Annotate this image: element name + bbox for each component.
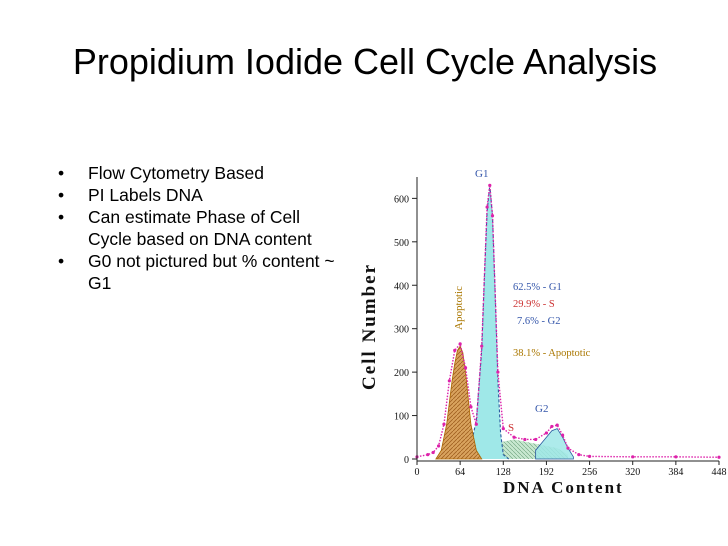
x-tick-label: 64 xyxy=(455,467,465,478)
x-tick-label: 192 xyxy=(539,467,554,478)
total-point xyxy=(496,370,500,374)
total-point xyxy=(674,455,678,459)
y-axis-label: Cell Number xyxy=(359,263,380,390)
total-point xyxy=(555,423,559,427)
slide-title: Propidium Iodide Cell Cycle Analysis xyxy=(72,41,658,82)
total-point xyxy=(458,342,462,346)
total-point xyxy=(485,205,489,209)
total-point xyxy=(577,453,581,457)
total-point xyxy=(442,422,446,426)
total-point xyxy=(631,455,635,459)
bullet-dot-icon: • xyxy=(58,185,65,205)
x-axis-label: DNA Content xyxy=(503,478,624,497)
annotation-s: 29.9% - S xyxy=(513,299,555,310)
y-tick-label: 500 xyxy=(394,238,409,249)
peak-label-apoptotic: Apoptotic xyxy=(453,286,465,330)
total-point xyxy=(480,344,484,348)
total-point xyxy=(512,435,516,439)
bullet-text: Flow Cytometry Based xyxy=(88,163,265,183)
y-tick-label: 0 xyxy=(404,455,409,466)
bullet-item: • PI Labels DNA xyxy=(58,184,348,206)
x-tick-label: 256 xyxy=(582,467,597,478)
series-area-g2 xyxy=(535,428,574,460)
histogram-svg: 0 100 200 300 400 500 600 0 64 128 192 256 320 384 448… xyxy=(359,168,727,497)
bullet-dot-icon: • xyxy=(58,207,65,227)
total-point xyxy=(474,422,478,426)
x-tick-label: 448 xyxy=(712,467,727,478)
total-point xyxy=(587,454,592,458)
total-point xyxy=(469,405,473,409)
total-point xyxy=(436,444,441,448)
peak-label-s: S xyxy=(508,422,514,434)
bullet-dot-icon: • xyxy=(58,163,65,183)
total-point xyxy=(561,433,565,437)
bullet-item: • Flow Cytometry Based xyxy=(58,162,348,184)
x-tick-label: 128 xyxy=(496,467,511,478)
total-point xyxy=(566,446,570,450)
bullet-text: G0 not pictured but % content ~ G1 xyxy=(88,251,335,293)
total-point xyxy=(431,450,435,455)
total-point xyxy=(717,455,721,459)
peak-label-g2: G2 xyxy=(535,403,548,415)
bullet-list: • Flow Cytometry Based • PI Labels DNA • Ca… xyxy=(58,162,348,294)
bullet-item: • G0 not pictured but % content ~ G1 xyxy=(58,250,348,294)
bullet-text: Can estimate Phase of Cell Cycle based o… xyxy=(88,207,312,249)
total-point xyxy=(488,183,492,187)
peak-label-g1: G1 xyxy=(475,168,488,180)
y-tick-label: 200 xyxy=(394,368,409,379)
total-point xyxy=(426,453,430,457)
annotation-g1: 62.5% - G1 xyxy=(513,282,562,293)
series-line-total xyxy=(416,185,720,458)
x-tick-label: 320 xyxy=(625,467,640,478)
total-point xyxy=(463,366,468,370)
y-tick-label: 400 xyxy=(394,281,409,292)
y-tick-label: 600 xyxy=(394,194,409,205)
x-tick-label: 0 xyxy=(415,467,420,478)
total-point xyxy=(550,424,554,429)
bullet-dot-icon: • xyxy=(58,251,65,271)
series-area-apoptotic xyxy=(435,345,483,460)
bullet-text: PI Labels DNA xyxy=(88,185,203,205)
bullet-item: • Can estimate Phase of Cell Cycle based … xyxy=(58,206,348,250)
total-point xyxy=(501,426,505,431)
total-point xyxy=(453,348,457,353)
total-point xyxy=(523,437,527,442)
total-point xyxy=(534,437,538,442)
total-point xyxy=(544,431,549,435)
total-point xyxy=(490,214,495,218)
annotation-apoptotic: 38.1% - Apoptotic xyxy=(513,348,591,359)
annotation-g2: 7.6% - G2 xyxy=(517,316,560,327)
y-tick-label: 300 xyxy=(394,325,409,336)
x-tick-label: 384 xyxy=(668,467,683,478)
y-tick-label: 100 xyxy=(394,412,409,423)
total-point xyxy=(447,379,451,383)
cell-cycle-histogram: 0 100 200 300 400 500 600 0 64 128 192 256 320 384 448… xyxy=(345,155,728,500)
